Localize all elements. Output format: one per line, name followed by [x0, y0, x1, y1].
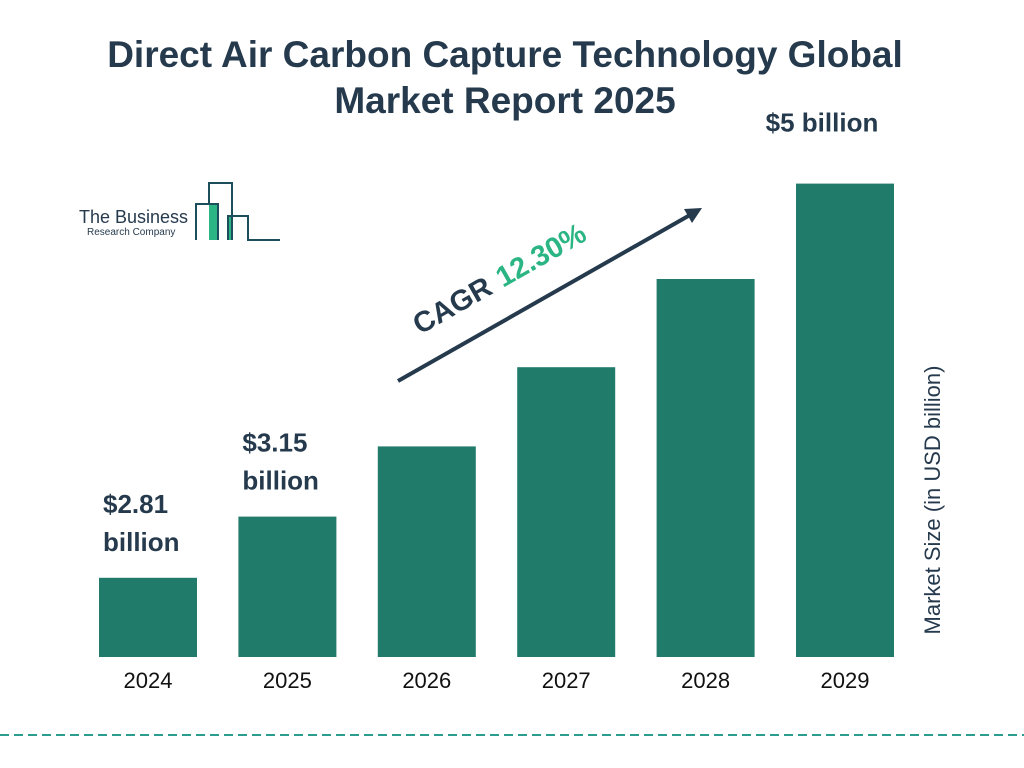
y-axis-label: Market Size (in USD billion)	[920, 366, 945, 635]
bar-2024	[99, 577, 197, 657]
data-label: billion	[103, 527, 180, 557]
cagr-value: 12.30%	[491, 217, 593, 294]
logo: The Business Research Company	[79, 182, 280, 241]
bar-2026	[377, 446, 476, 657]
x-tick-label: 2028	[681, 668, 730, 693]
data-label: billion	[242, 466, 319, 496]
bar-2025	[238, 516, 337, 657]
x-tick-label: 2026	[402, 668, 451, 693]
cagr-annotation: CAGR12.30%	[397, 208, 702, 383]
bar-2028	[656, 279, 755, 657]
arrow-head-icon	[684, 208, 702, 223]
logo-bar-2	[228, 216, 233, 240]
chart-title: Direct Air Carbon Capture Technology Glo…	[0, 32, 1010, 124]
x-tick-label: 2025	[263, 668, 312, 693]
bar-2029	[796, 183, 894, 657]
logo-bar-1	[209, 204, 217, 240]
data-label: $5 billion	[766, 108, 879, 138]
x-tick-label: 2024	[124, 668, 173, 693]
data-label: $3.15	[242, 428, 307, 458]
logo-outline	[195, 182, 280, 241]
cagr-arrow	[397, 213, 691, 383]
title-line-1: Direct Air Carbon Capture Technology Glo…	[107, 34, 903, 75]
logo-line-1: The Business	[79, 207, 188, 227]
logo-line-2: Research Company	[87, 227, 175, 238]
bar-2027	[517, 367, 616, 657]
title-line-2: Market Report 2025	[334, 80, 676, 121]
x-tick-label: 2029	[821, 668, 870, 693]
data-label: $2.81	[103, 489, 168, 519]
x-tick-label: 2027	[542, 668, 591, 693]
